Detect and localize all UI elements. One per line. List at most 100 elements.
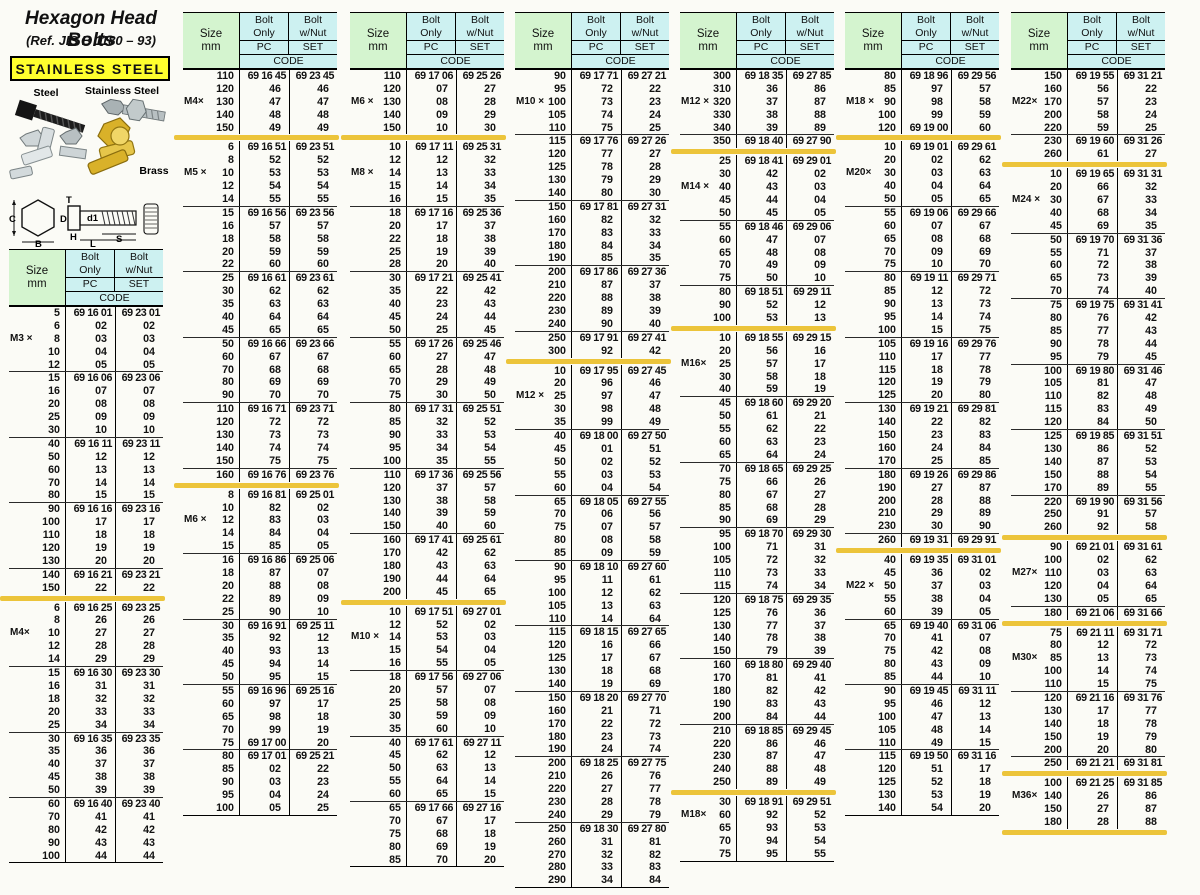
size-group: 15 69 16 30 69 23 30 16 31 31 18 32 32 20 33 33 25 34…	[9, 666, 163, 732]
size-cell: 100	[1011, 777, 1068, 791]
misc-parts-image	[9, 126, 87, 180]
size-cell: 130	[183, 429, 240, 442]
dim-d-label: D	[60, 214, 67, 225]
pc-code-cell: 88	[737, 763, 787, 777]
pc-code-cell: 69 16 56	[240, 206, 290, 220]
size-cell: 160	[350, 534, 407, 548]
set-code-cell: 02	[814, 168, 826, 181]
size-cell: 22	[183, 258, 240, 272]
set-code-cell: 09	[484, 709, 496, 722]
pc-code-cell: 58	[737, 370, 787, 384]
table-row: 95 14 74	[845, 311, 999, 324]
set-code-cell: 07	[979, 632, 991, 645]
size-cell: M5 × 10	[183, 167, 240, 181]
size-cell: M22 × 50	[845, 579, 902, 593]
size-cell: 120	[1011, 691, 1068, 705]
pc-code-cell: 39	[902, 605, 952, 619]
page-title: Hexagon Head Bolts	[25, 8, 157, 51]
set-code-cell: 08	[317, 579, 329, 592]
pc-code-cell: 57	[737, 357, 787, 371]
set-code-cell: 27	[649, 148, 661, 161]
size-cell: 90	[1011, 337, 1068, 351]
pc-code-cell: 32	[407, 416, 457, 430]
set-code-cell: 57	[649, 521, 661, 534]
size-cell: 55	[680, 220, 737, 234]
table-row: 30 69 16 91 69 25 11	[183, 619, 337, 633]
table-header: Size mm Bolt Only Bolt w/Nut PC SET CODE	[9, 249, 163, 307]
size-cell: 160	[680, 659, 737, 673]
table-row: 45 01 51	[515, 442, 669, 456]
table-row: 50 61 21	[680, 410, 834, 424]
size-cell: M8 × 14	[350, 167, 407, 181]
table-row: 125 78 28	[515, 161, 669, 175]
set-code-cell: 33	[814, 566, 826, 579]
set-code-cell: 12	[814, 299, 826, 312]
size-group: 200 69 18 25 69 27 75 210 26 76 220 27 77 230 28 78…	[515, 756, 669, 822]
pc-code-cell: 58	[407, 696, 457, 710]
set-code-cell: 80	[979, 389, 991, 402]
set-code-cell: 12	[979, 697, 991, 710]
pc-code-cell: 63	[407, 762, 457, 776]
dim-t-label: T	[66, 195, 72, 206]
size-cell: M36× 140	[1011, 790, 1068, 804]
pc-code-cell: 78	[1068, 337, 1118, 351]
set-code-cell: 69 31 66	[1123, 606, 1163, 619]
pc-code-cell: 41	[902, 632, 952, 646]
size-cell: 25	[9, 411, 66, 425]
pc-code-cell: 45	[407, 585, 457, 599]
pc-code-cell: 69 18 40	[737, 135, 787, 149]
size-cell: 150	[515, 691, 572, 705]
set-code-cell: 29	[484, 108, 496, 121]
size-cell: 115	[515, 135, 572, 149]
pc-code-cell: 14	[66, 476, 116, 490]
size-cell: 80	[183, 376, 240, 390]
set-code-cell: 18	[484, 827, 496, 840]
size-cell: 45	[183, 658, 240, 672]
size-cell: 5	[9, 307, 66, 320]
set-code-cell: 69 23 71	[295, 403, 335, 416]
table-row: 30 10 10	[9, 424, 163, 437]
size-group: 180 69 19 26 69 29 86 190 27 87 200 28 88 210 29 89…	[845, 467, 999, 534]
size-cell: 75	[350, 827, 407, 841]
table-row: 110 14 64	[515, 612, 669, 626]
table-row: 105 74 24	[515, 108, 669, 122]
set-code-cell: 83	[979, 429, 991, 442]
table-row: 90 69 29	[680, 514, 834, 528]
pc-code-cell: 17	[66, 516, 116, 530]
size-cell: 65	[183, 710, 240, 724]
table-row: 190 27 87	[845, 481, 999, 495]
table-row: 150 23 83	[845, 429, 999, 442]
size-cell: 80	[350, 403, 407, 417]
pc-code-cell: 12	[1068, 639, 1118, 653]
table-row: 50 69 19 70 69 31 36	[1011, 233, 1165, 247]
set-code-cell: 03	[484, 631, 496, 644]
set-code-cell: 42	[649, 344, 661, 357]
set-code-cell: 65	[1145, 592, 1157, 605]
size-group: 40 69 18 00 69 27 50 45 01 51 50 02 52 55 03 53 60 04…	[515, 429, 669, 495]
pc-code-cell: 69 16 25	[66, 601, 116, 615]
set-code-cell: 12	[484, 749, 496, 762]
pc-code-cell: 69 17 66	[407, 801, 457, 815]
size-cell: 16	[183, 219, 240, 233]
pc-code-cell: 59	[1068, 121, 1118, 135]
table-row: 20 08 08	[9, 398, 163, 412]
table-row: M27× 110 03 63	[1011, 566, 1165, 580]
table-row: 180 84 34	[515, 239, 669, 253]
size-cell: 340	[680, 121, 737, 135]
pc-code-cell: 27	[407, 350, 457, 364]
table-row: 50 39 39	[9, 784, 163, 797]
pc-code-cell: 42	[66, 823, 116, 837]
table-row: 210 29 89	[845, 507, 999, 521]
pc-code-cell: 69 18 20	[572, 691, 622, 705]
pc-code-cell: 17	[1068, 704, 1118, 718]
set-code-cell: 17	[484, 814, 496, 827]
table-row: 115 69 17 76 69 27 26	[515, 135, 669, 149]
size-cell: M16× 25	[680, 357, 737, 371]
size-cell: 95	[845, 697, 902, 711]
set-code-cell: 79	[649, 808, 661, 821]
table-row: 15 85 05	[183, 540, 337, 554]
pc-code-cell: 72	[572, 82, 622, 96]
size-cell: 75	[845, 258, 902, 272]
table-row: 250 69 17 91 69 27 41	[515, 331, 669, 345]
size-cell: 55	[1011, 246, 1068, 260]
